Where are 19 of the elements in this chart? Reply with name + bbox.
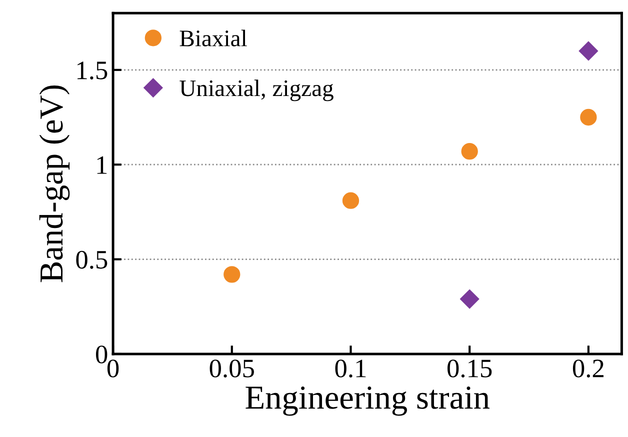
x-tick-label: 0.15 (448, 360, 492, 378)
point (460, 290, 480, 309)
y-axis-title: Band-gap (eV) (39, 86, 70, 282)
x-tick-label: 0.1 (335, 360, 366, 378)
x-tick-label: 0.05 (210, 360, 254, 378)
y-tick-label: 0 (96, 346, 108, 364)
point (342, 192, 360, 209)
legend-label: Biaxial (180, 30, 247, 46)
point (580, 108, 597, 126)
x-tick-label: 0 (107, 360, 119, 378)
x-tick-label: 0.2 (572, 360, 604, 378)
legend-label: Uniaxial, zigzag (180, 80, 334, 102)
point (461, 143, 478, 160)
point (578, 41, 598, 61)
y-tick-label: 1.5 (78, 62, 108, 80)
y-tick-label: 0.5 (76, 250, 108, 269)
point (224, 266, 240, 283)
x-axis-title: Engineering strain (246, 386, 490, 416)
y-tick-label: 1 (97, 156, 107, 174)
